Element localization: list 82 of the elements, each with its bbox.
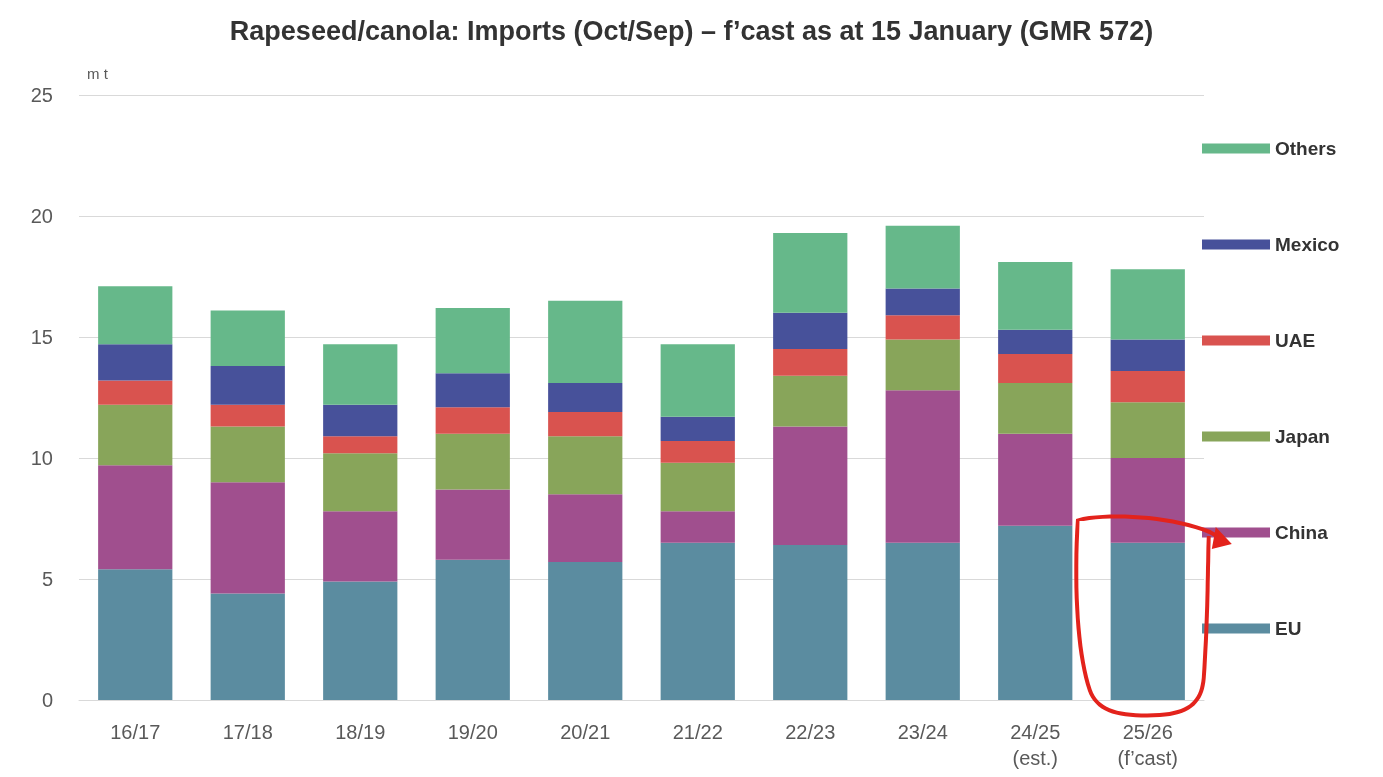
bar — [323, 511, 398, 582]
chart-title: Rapeseed/canola: Imports (Oct/Sep) – f’cast as at 15 January (GMR 572) — [229, 15, 1154, 46]
bar — [1110, 370, 1185, 403]
x-tick-label: 25/26 (f’cast) — [1117, 721, 1178, 769]
bar — [998, 329, 1073, 354]
bar — [98, 380, 173, 405]
x-tick-label: 16/17 — [110, 721, 161, 743]
bar — [435, 433, 510, 490]
bar — [548, 436, 623, 495]
bar — [773, 375, 848, 427]
bar — [773, 349, 848, 376]
bar — [660, 441, 735, 463]
y-tick-label: 0 — [41, 689, 53, 711]
x-tick-label: 22/23 — [785, 721, 836, 743]
bar — [210, 426, 285, 483]
bar — [660, 416, 735, 442]
bar — [210, 404, 285, 427]
bar — [885, 339, 960, 391]
bar — [885, 288, 960, 316]
bar — [98, 569, 173, 700]
bar — [660, 344, 735, 417]
bar — [548, 382, 623, 413]
x-tick-label: 24/25 (est.) — [1010, 721, 1061, 769]
bar — [885, 542, 960, 700]
bar — [548, 300, 623, 383]
y-axis-title: m t — [87, 65, 109, 82]
bar — [773, 545, 848, 700]
bar — [323, 436, 398, 454]
bar — [548, 494, 623, 563]
bar — [210, 482, 285, 594]
bar — [1110, 458, 1185, 543]
bar — [660, 511, 735, 543]
bar — [998, 382, 1073, 434]
y-tick-label: 15 — [30, 326, 53, 348]
legend-label: Japan — [1275, 426, 1330, 447]
x-tick-label: 23/24 — [897, 721, 948, 743]
bar — [885, 390, 960, 543]
bar — [660, 542, 735, 700]
bar — [998, 261, 1073, 330]
bar — [773, 426, 848, 546]
bar — [323, 344, 398, 405]
bar — [435, 489, 510, 560]
bar — [773, 232, 848, 313]
bar — [548, 412, 623, 437]
bar — [323, 453, 398, 512]
bar — [98, 404, 173, 466]
bar — [98, 344, 173, 381]
bar — [435, 307, 510, 374]
bar — [323, 404, 398, 437]
bar — [210, 366, 285, 405]
bar — [885, 225, 960, 289]
bar — [210, 310, 285, 367]
bar — [435, 407, 510, 434]
bar — [885, 315, 960, 340]
bar — [98, 286, 173, 345]
y-tick-label: 25 — [30, 84, 53, 106]
legend-label: Mexico — [1275, 234, 1340, 255]
x-tick-label: 17/18 — [222, 721, 273, 743]
y-tick-label: 5 — [41, 568, 53, 590]
bar — [1110, 339, 1185, 371]
bar — [773, 312, 848, 350]
x-tick-label: 20/21 — [560, 721, 611, 743]
bar — [210, 593, 285, 700]
y-tick-label: 10 — [30, 447, 53, 469]
legend-label: Others — [1275, 138, 1337, 159]
bar — [548, 562, 623, 700]
bar — [435, 373, 510, 408]
y-tick-label: 20 — [30, 205, 53, 227]
x-tick-label: 18/19 — [335, 721, 386, 743]
bar — [660, 462, 735, 512]
bar — [98, 465, 173, 570]
bar — [998, 353, 1073, 383]
legend-label: China — [1275, 522, 1329, 543]
x-tick-label: 19/20 — [447, 721, 498, 743]
bar — [435, 559, 510, 700]
bar — [1110, 402, 1185, 458]
bar — [998, 433, 1073, 526]
legend-label: EU — [1275, 618, 1302, 639]
bar — [1110, 269, 1185, 340]
legend-label: UAE — [1275, 330, 1316, 351]
x-tick-label: 21/22 — [672, 721, 723, 743]
bar — [323, 581, 398, 700]
